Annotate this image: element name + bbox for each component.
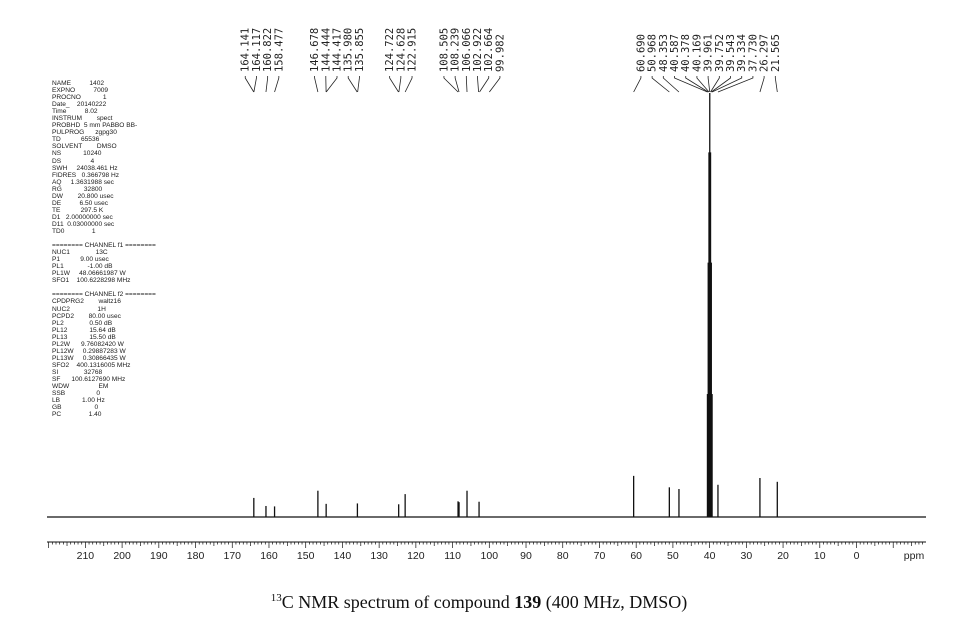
peak-connector-30 — [774, 76, 778, 93]
peak-connector-8 — [357, 76, 360, 93]
caption-isotope: 13 — [270, 592, 282, 604]
peak-label-16: 102.664 — [483, 28, 495, 72]
peak-connector-3 — [274, 76, 280, 93]
peak-label-connectors — [244, 76, 778, 93]
tick-label-190: 190 — [150, 550, 168, 562]
tick-label-100: 100 — [481, 550, 499, 562]
peak-label-12: 108.505 — [438, 28, 450, 72]
tick-label-170: 170 — [223, 550, 241, 562]
peak-connector-24 — [707, 76, 711, 93]
tick-label-80: 80 — [557, 550, 569, 562]
peak-connector-12 — [443, 76, 459, 93]
peak-connector-20 — [662, 76, 680, 93]
peak-label-7: 135.980 — [343, 28, 355, 72]
peak-connector-29 — [759, 76, 765, 93]
tick-label-30: 30 — [740, 550, 752, 562]
peak-label-26: 39.543 — [725, 34, 737, 72]
peak-connector-17 — [489, 76, 501, 93]
peak-connector-7 — [347, 76, 358, 93]
peak-connector-4 — [314, 76, 319, 93]
peak-label-22: 40.378 — [680, 34, 692, 72]
tick-label-160: 160 — [260, 550, 278, 562]
peak-connector-18 — [633, 76, 642, 93]
peak-label-10: 124.628 — [395, 28, 407, 72]
peak-label-15: 102.922 — [472, 28, 484, 72]
peak-labels: 164.141 164.117 160.822 158.477 146.678 144.4… — [240, 28, 782, 72]
peak-label-14: 106.066 — [461, 28, 473, 72]
peak-connector-13 — [454, 76, 460, 93]
tick-label-180: 180 — [187, 550, 205, 562]
peak-connector-25 — [710, 76, 720, 93]
caption-text-after: (400 MHz, DMSO) — [541, 592, 688, 612]
peak-label-17: 99.982 — [494, 34, 506, 72]
peak-label-29: 26.297 — [759, 34, 771, 72]
peak-connector-28 — [717, 76, 754, 93]
tick-label-130: 130 — [370, 550, 388, 562]
peak-label-1: 164.117 — [251, 28, 263, 72]
peak-connector-1 — [253, 76, 257, 93]
peak-connector-19 — [651, 76, 670, 93]
peak-label-11: 122.915 — [407, 28, 419, 72]
peak-label-8: 135.855 — [354, 28, 366, 72]
peak-label-30: 21.565 — [770, 34, 782, 72]
tick-label-210: 210 — [77, 550, 95, 562]
acquisition-parameters: NAME 1402 EXPNO 7009 PROCNO 1 Date_ 2014… — [52, 80, 156, 419]
peak-connector-22 — [685, 76, 709, 93]
peak-connector-27 — [711, 76, 743, 93]
tick-label-60: 60 — [630, 550, 642, 562]
axis-label: ppm — [904, 550, 925, 562]
peak-connector-21 — [674, 76, 708, 93]
figure-caption: 13C NMR spectrum of compound 139 (400 MH… — [0, 592, 958, 613]
peak-connector-15 — [477, 76, 479, 93]
caption-text-before: C NMR spectrum of compound — [281, 592, 515, 612]
peak-label-23: 40.169 — [691, 34, 703, 72]
peak-label-21: 40.587 — [669, 34, 681, 72]
peak-label-25: 39.752 — [714, 34, 726, 72]
peak-connector-11 — [404, 76, 413, 93]
tick-label-0: 0 — [854, 550, 860, 562]
peak-label-2: 160.822 — [262, 28, 274, 72]
peak-label-13: 108.239 — [450, 28, 462, 72]
tick-label-200: 200 — [113, 550, 131, 562]
peak-connector-0 — [244, 76, 255, 93]
peak-connector-2 — [265, 76, 269, 93]
tick-label-40: 40 — [704, 550, 716, 562]
peak-label-19: 50.968 — [647, 34, 659, 72]
peak-label-20: 48.353 — [658, 34, 670, 72]
tick-label-150: 150 — [297, 550, 315, 562]
peak-label-18: 60.690 — [635, 34, 647, 72]
peak-label-24: 39.961 — [703, 34, 715, 72]
peak-connector-26 — [711, 76, 731, 93]
spectrum-peaks — [253, 93, 778, 517]
peak-label-28: 37.730 — [747, 34, 759, 72]
peak-connector-16 — [479, 76, 490, 93]
peak-connector-10 — [398, 76, 402, 93]
tick-label-50: 50 — [667, 550, 679, 562]
peak-connector-14 — [465, 76, 468, 93]
ppm-axis: 210 200 190 180 170 160 150 140 130 120 110 100 90 80… — [47, 541, 926, 562]
peak-label-27: 39.334 — [736, 34, 748, 72]
peak-label-9: 124.722 — [384, 28, 396, 72]
tick-label-20: 20 — [777, 550, 789, 562]
peak-label-4: 146.678 — [309, 28, 321, 72]
tick-label-90: 90 — [520, 550, 532, 562]
tick-label-110: 110 — [444, 550, 461, 562]
peak-label-3: 158.477 — [273, 28, 285, 72]
caption-compound-number: 139 — [514, 592, 542, 612]
tick-label-140: 140 — [334, 550, 352, 562]
tick-label-10: 10 — [814, 550, 826, 562]
peak-connector-9 — [389, 76, 399, 93]
peak-label-5: 144.444 — [320, 28, 332, 72]
peak-label-0: 164.141 — [240, 28, 252, 72]
peak-connector-23 — [696, 76, 710, 93]
peak-connector-6 — [325, 76, 338, 93]
tick-label-120: 120 — [407, 550, 425, 562]
tick-label-70: 70 — [594, 550, 606, 562]
peak-label-6: 144.417 — [332, 28, 344, 72]
